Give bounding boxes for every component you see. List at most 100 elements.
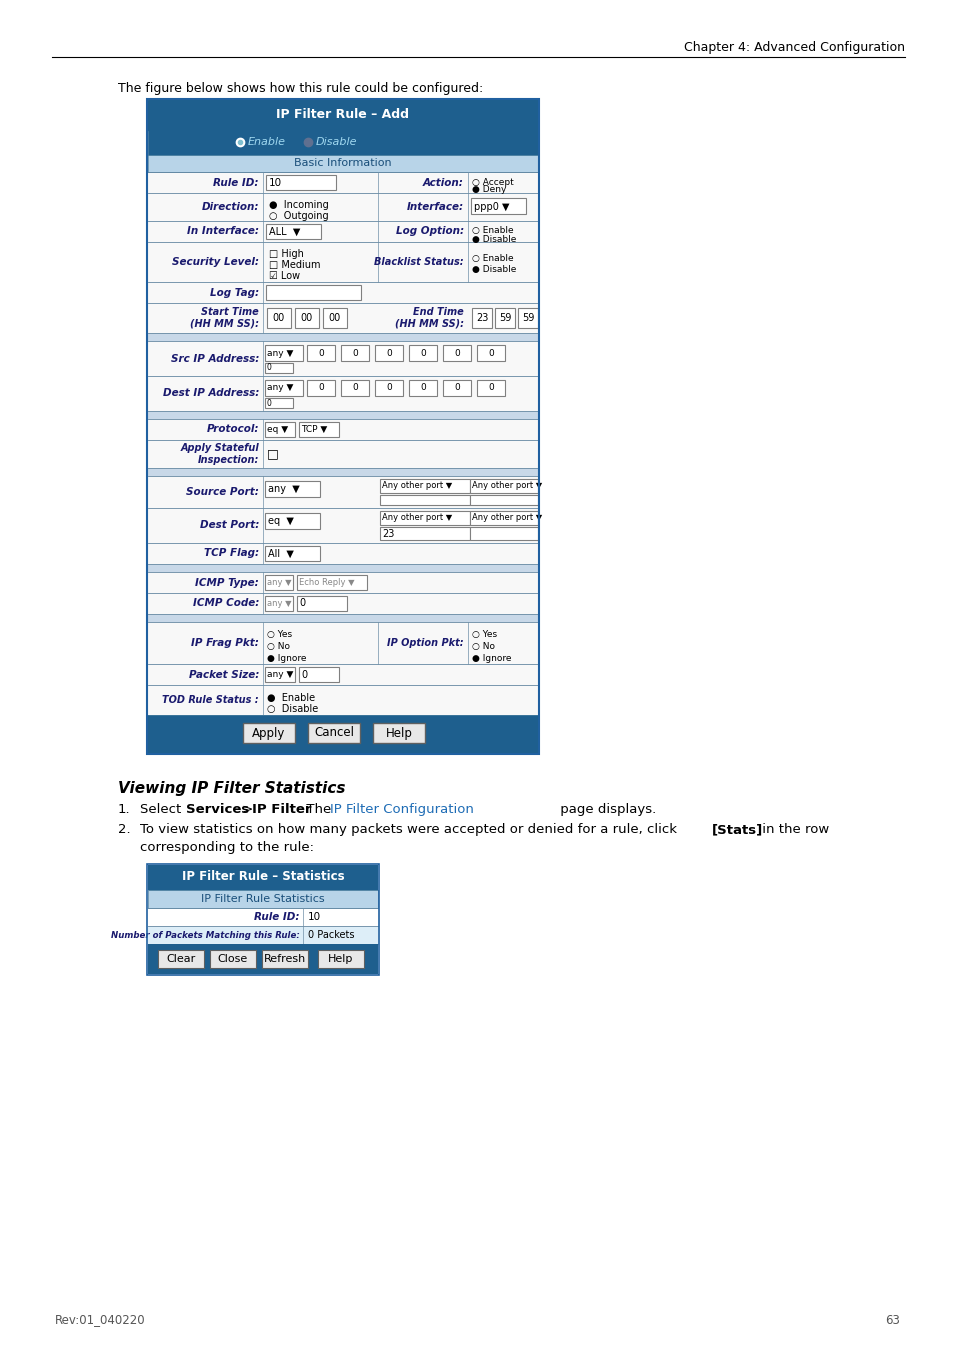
Bar <box>148 593 537 613</box>
Bar <box>470 480 537 493</box>
Bar <box>265 576 293 590</box>
Bar <box>148 571 537 593</box>
Bar <box>307 380 335 396</box>
Bar <box>148 411 537 419</box>
Text: Help: Help <box>385 727 412 739</box>
Text: ●  Incoming: ● Incoming <box>269 200 329 209</box>
Text: Select: Select <box>140 802 185 816</box>
Bar <box>148 890 377 908</box>
Bar <box>148 340 537 376</box>
Text: Log Option:: Log Option: <box>395 227 463 236</box>
Bar <box>148 476 537 508</box>
Text: 2.: 2. <box>118 823 131 836</box>
Bar <box>308 723 359 743</box>
Bar <box>148 663 537 685</box>
Text: Rule ID:: Rule ID: <box>213 177 258 188</box>
Text: Apply: Apply <box>252 727 285 739</box>
Text: Rule ID:: Rule ID: <box>254 912 299 921</box>
Bar <box>148 944 377 974</box>
Bar <box>379 480 470 493</box>
Text: ICMP Code:: ICMP Code: <box>193 598 258 608</box>
Text: Clear: Clear <box>166 954 195 965</box>
Bar <box>340 380 369 396</box>
Bar <box>148 282 537 303</box>
Text: IP Option Pkt:: IP Option Pkt: <box>387 638 463 648</box>
Bar <box>243 723 294 743</box>
Text: IP Filter Rule – Statistics: IP Filter Rule – Statistics <box>181 870 344 884</box>
Text: ○ Yes: ○ Yes <box>267 630 292 639</box>
Bar <box>517 308 537 328</box>
Bar <box>266 176 335 190</box>
Bar <box>147 865 378 975</box>
Text: Refresh: Refresh <box>264 954 306 965</box>
Text: IP Filter Rule – Add: IP Filter Rule – Add <box>276 108 409 122</box>
Bar <box>148 155 537 172</box>
Text: any ▼: any ▼ <box>267 598 292 608</box>
Text: ○  Disable: ○ Disable <box>267 704 318 713</box>
Text: 0: 0 <box>386 384 392 393</box>
Bar <box>317 950 364 969</box>
Text: TCP Flag:: TCP Flag: <box>204 549 258 558</box>
Bar <box>266 285 360 300</box>
Text: 0: 0 <box>488 384 494 393</box>
Text: 0: 0 <box>419 349 425 358</box>
Bar <box>373 723 424 743</box>
Text: . The: . The <box>297 802 335 816</box>
Text: □: □ <box>267 447 278 461</box>
Bar <box>296 596 347 611</box>
Bar <box>262 950 308 969</box>
Text: Src IP Address:: Src IP Address: <box>171 354 258 363</box>
Bar <box>148 621 537 663</box>
Text: Any other port ▼: Any other port ▼ <box>472 481 541 490</box>
Text: ● Ignore: ● Ignore <box>267 654 306 663</box>
Bar <box>265 399 293 408</box>
Text: 0: 0 <box>267 363 272 373</box>
Text: 00: 00 <box>300 313 313 323</box>
Text: ○ No: ○ No <box>267 642 290 651</box>
Bar <box>267 308 291 328</box>
Text: Blacklist Status:: Blacklist Status: <box>374 257 463 267</box>
Text: Enable: Enable <box>248 136 286 147</box>
Text: ALL  ▼: ALL ▼ <box>269 227 300 236</box>
Text: 0: 0 <box>267 399 272 408</box>
Text: IP Filter Rule Statistics: IP Filter Rule Statistics <box>201 894 324 904</box>
Bar <box>442 345 471 361</box>
Bar <box>298 667 338 682</box>
Text: 0: 0 <box>352 384 357 393</box>
Bar <box>375 380 402 396</box>
Text: ○ Enable: ○ Enable <box>472 254 513 263</box>
Bar <box>148 613 537 621</box>
Bar <box>148 543 537 563</box>
Text: 0: 0 <box>317 349 323 358</box>
Bar <box>472 308 492 328</box>
Text: IP Frag Pkt:: IP Frag Pkt: <box>191 638 258 648</box>
Text: 0: 0 <box>298 598 305 608</box>
Bar <box>148 715 537 753</box>
Text: Number of Packets Matching this Rule:: Number of Packets Matching this Rule: <box>111 931 299 939</box>
Text: 59: 59 <box>498 313 511 323</box>
Bar <box>148 419 537 440</box>
Text: 59: 59 <box>521 313 534 323</box>
Bar <box>148 130 537 155</box>
Text: ○ Accept: ○ Accept <box>472 178 514 186</box>
Text: □ Medium: □ Medium <box>269 259 320 270</box>
Text: any ▼: any ▼ <box>267 578 292 586</box>
Bar <box>307 345 335 361</box>
Bar <box>265 380 303 396</box>
Text: 0: 0 <box>454 384 459 393</box>
Text: ○ Enable: ○ Enable <box>472 226 513 235</box>
Text: Viewing IP Filter Statistics: Viewing IP Filter Statistics <box>118 781 345 796</box>
Bar <box>148 865 377 890</box>
Bar <box>265 363 293 373</box>
Bar <box>265 546 319 561</box>
Bar <box>265 596 293 611</box>
Bar <box>294 308 318 328</box>
Bar <box>210 950 255 969</box>
Bar <box>409 345 436 361</box>
Text: 63: 63 <box>884 1313 899 1327</box>
Bar <box>148 100 537 130</box>
Text: 0: 0 <box>317 384 323 393</box>
Text: ○  Outgoing: ○ Outgoing <box>269 211 328 222</box>
Bar <box>148 242 537 282</box>
Text: 1.: 1. <box>118 802 131 816</box>
